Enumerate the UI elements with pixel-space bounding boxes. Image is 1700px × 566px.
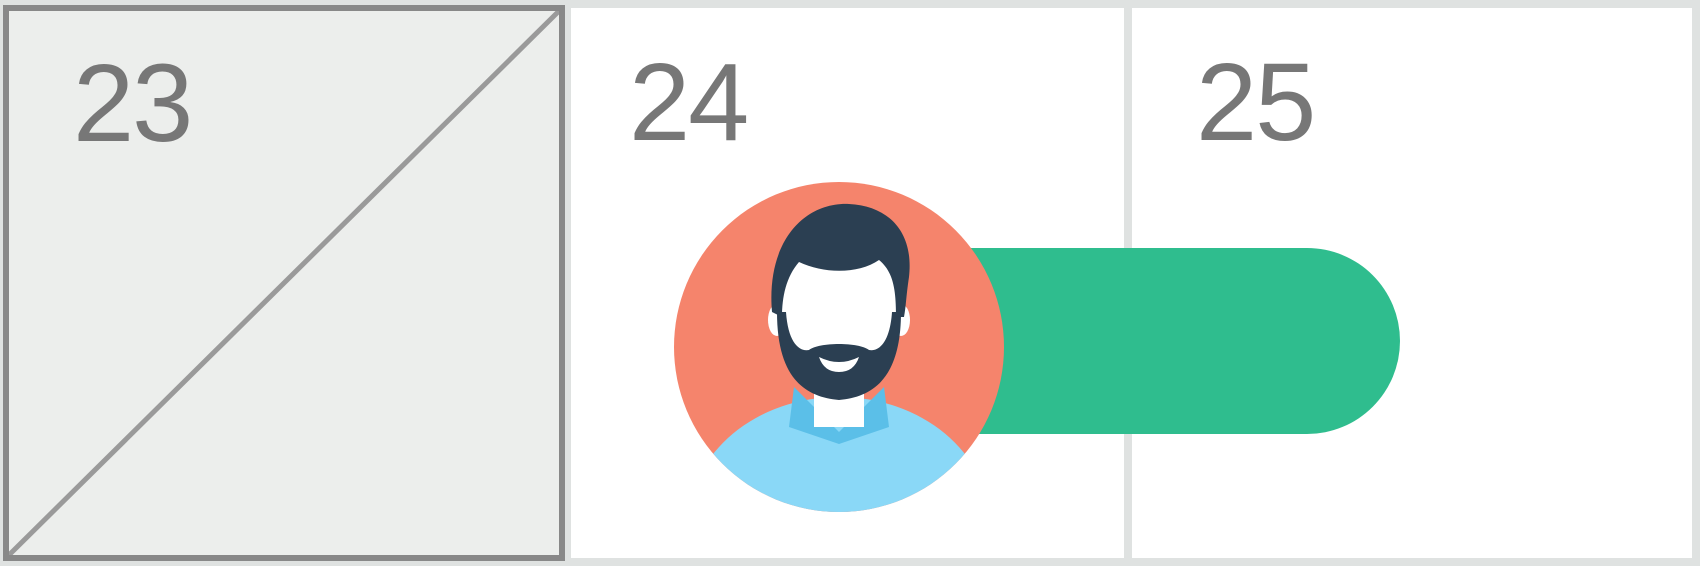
day-number-24: 24	[629, 41, 749, 164]
day-cell-25[interactable]: 25	[1132, 8, 1692, 558]
unavailable-slash-icon	[9, 11, 559, 555]
day-number-23: 23	[73, 42, 193, 165]
day-number-25: 25	[1196, 41, 1316, 164]
user-avatar-icon	[674, 182, 1004, 512]
day-cell-23: 23	[3, 5, 565, 561]
user-avatar[interactable]	[674, 182, 1004, 512]
booking-bar[interactable]	[930, 248, 1400, 434]
